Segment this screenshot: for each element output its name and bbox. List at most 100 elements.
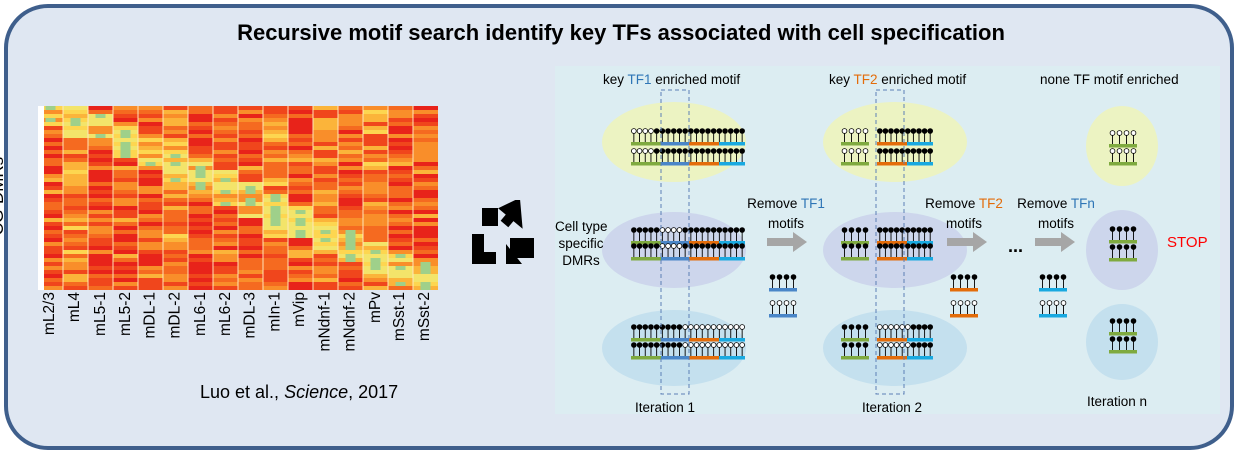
heatmap-cell [138,166,164,171]
dmr-glyphs [631,128,1137,360]
heatmap-cell-highlight [245,186,256,190]
heatmap-cell [388,262,414,267]
stop-label: STOP [1167,234,1208,251]
methylated-cpg [739,128,745,134]
heatmap-cell-highlight [370,262,381,266]
heatmap-cell [238,170,264,175]
heatmap-cell [38,230,64,235]
heatmap-cell-highlight [370,266,381,270]
unmethylated-cpg [727,324,734,330]
heatmap-cell [313,262,339,267]
heatmap-cell [238,242,264,247]
heatmap-cell [138,218,164,223]
methylated-cpg [648,243,654,249]
dmr-segment [1109,350,1137,354]
heatmap-cell [163,286,189,290]
unmethylated-cpg [716,324,723,330]
heatmap-cell [288,130,314,135]
heatmap-cell [238,110,264,115]
unmethylated-cpg [899,324,906,330]
iteration-n-label: Iteration n [1086,394,1148,409]
heatmap-cell [188,202,214,207]
methylated-cpg [733,128,740,134]
methylated-cpg [670,342,677,348]
heatmap-cell [88,106,114,111]
heatmap-cell [113,138,139,143]
methylated-cpg [648,324,654,330]
methylated-cpg [642,324,649,330]
heatmap-cell [188,190,214,195]
heatmap-cell [63,194,89,199]
heatmap-cell [388,174,414,179]
methylated-cpg [899,148,906,154]
heatmap-left-strip [38,106,44,290]
methylated-cpg [927,243,934,249]
dmr-segment [877,162,907,166]
heatmap-cell [338,194,364,199]
heatmap-cell [413,122,438,127]
heatmap-cell [163,226,189,231]
heatmap-cell [38,218,64,223]
heatmap-cell [63,254,89,259]
heatmap-cell [338,278,364,283]
heatmap-cell [263,226,289,231]
heatmap-cell [38,142,64,147]
heatmap-cell [188,250,214,255]
unmethylated-cpg [636,128,643,134]
heatmap-cell [263,134,289,139]
methylated-cpg [716,243,723,249]
heatmap-cell [288,258,314,263]
unmethylated-cpg [876,324,883,330]
heatmap-cell-highlight [420,282,431,286]
unmethylated-cpg [971,300,978,306]
heatmap-cell [263,238,289,243]
heatmap-cell [38,206,64,211]
heatmap-cell [38,258,64,263]
heatmap-cell [263,110,289,115]
methylated-cpg [1109,244,1116,250]
heatmap-cell [163,202,189,207]
methylated-cpg [848,243,855,249]
unmethylated-cpg [1130,148,1137,154]
methylated-cpg [921,148,928,154]
heatmap-cell [138,134,164,139]
heatmap-cell [38,262,64,267]
unmethylated-cpg [882,324,889,330]
dmr-segment [719,162,745,166]
heatmap-cell [163,270,189,275]
cluster-ellipse [1086,210,1158,290]
heatmap-cell [163,130,189,135]
heatmap-cell-highlight [245,190,256,194]
methylated-cpg [916,324,922,330]
heatmap-cell [288,162,314,167]
methylated-cpg [1130,226,1137,232]
heatmap-cell [113,202,139,207]
methylated-cpg [653,342,660,348]
heatmap-cell [338,174,364,179]
heatmap-cell [188,238,214,243]
heatmap-cell [88,150,114,155]
methylated-cpg [855,227,862,233]
heatmap-cell [313,242,339,247]
heatmap-cell-highlight [120,150,131,154]
methylated-cpg [888,227,894,233]
heatmap-cell [388,222,414,227]
input-label: Cell type specific DMRs [555,219,608,268]
methylated-cpg [1039,274,1046,280]
methylated-cpg [733,227,740,233]
heatmap-cell [288,278,314,283]
heatmap-cell-highlight [295,222,306,226]
methylated-cpg [1123,226,1130,232]
heatmap-cell [63,174,89,179]
heatmap-cell [338,270,364,275]
heatmap-cell [263,202,289,207]
methylated-cpg [739,243,745,249]
dmr-segment [907,257,933,261]
methylated-cpg [1116,244,1123,250]
heatmap-cell [263,178,289,183]
heatmap-cell [63,286,89,290]
methylated-cpg [670,324,677,330]
heatmap-cell [213,206,239,211]
heatmap-cell [338,126,364,131]
heatmap-cell-highlight [345,242,356,246]
